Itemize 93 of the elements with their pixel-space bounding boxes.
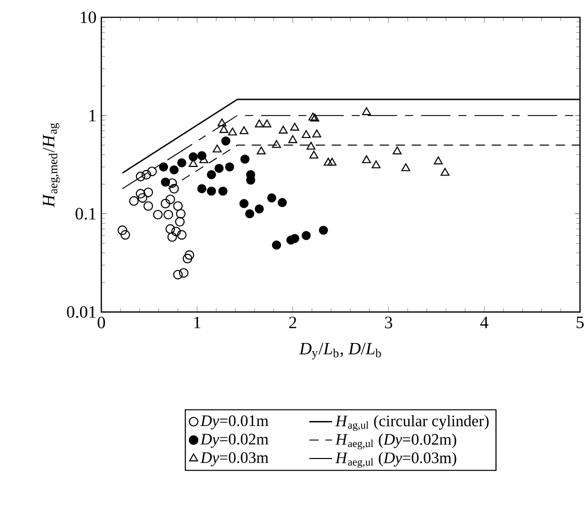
point — [153, 210, 163, 220]
point — [278, 198, 287, 208]
point — [239, 199, 249, 208]
point — [129, 196, 139, 206]
point — [312, 130, 322, 138]
point — [176, 230, 187, 240]
point — [225, 162, 234, 172]
point — [160, 178, 170, 187]
point — [288, 135, 298, 144]
point — [256, 146, 266, 154]
point — [218, 118, 226, 126]
point — [184, 250, 194, 260]
point — [177, 158, 186, 168]
point — [118, 225, 128, 236]
point — [188, 152, 198, 162]
point — [175, 216, 185, 227]
y-tick-label: 0.1 — [76, 208, 96, 220]
point — [167, 178, 177, 188]
point — [136, 172, 146, 182]
point — [170, 165, 179, 174]
point — [197, 184, 206, 194]
point — [165, 194, 176, 204]
point — [164, 210, 174, 220]
legend-label: Dy=0.03m — [200, 452, 268, 466]
point — [178, 268, 188, 278]
point — [165, 224, 176, 234]
point — [401, 163, 410, 172]
point — [159, 162, 168, 172]
point — [245, 209, 254, 218]
legend-label: Dy=0.02m — [200, 434, 268, 448]
point — [310, 114, 320, 122]
point — [267, 193, 276, 202]
point — [324, 158, 333, 166]
point — [147, 166, 157, 176]
point — [262, 119, 272, 128]
point — [308, 112, 318, 121]
point — [212, 144, 222, 152]
point — [362, 155, 371, 164]
point — [392, 146, 402, 154]
point — [176, 208, 186, 219]
point — [169, 184, 179, 194]
point — [120, 230, 130, 240]
point — [142, 170, 152, 180]
legend-label: H$_{aeg,ul}$ (Dy=0.03m) — [335, 452, 456, 468]
point — [434, 156, 443, 164]
x-tick-label: 1 — [194, 316, 200, 328]
x-tick-label: 0 — [98, 316, 106, 328]
x-tick-label: 4 — [480, 316, 488, 328]
point — [160, 198, 170, 208]
text: D$_{y}$/L$_{b}$, D/L$_{b}$ — [299, 342, 381, 360]
point — [206, 170, 216, 180]
y-tick-label: 1 — [89, 110, 96, 122]
point — [136, 188, 146, 199]
point — [290, 122, 300, 131]
point — [167, 232, 177, 242]
point — [240, 154, 250, 164]
point — [302, 130, 311, 138]
point — [290, 234, 300, 244]
point — [143, 188, 154, 198]
point — [221, 136, 230, 146]
y-tick-label: 0.01 — [66, 306, 96, 318]
x-tick-label: 5 — [576, 316, 584, 328]
legend-label: H$_{ag,ul}$ (circular cylinder) — [335, 415, 489, 431]
point — [309, 150, 318, 159]
x-tick-label: 2 — [289, 316, 296, 328]
point — [278, 126, 288, 134]
point — [173, 201, 183, 211]
point — [143, 201, 154, 211]
point — [171, 226, 181, 236]
point — [254, 119, 264, 128]
point — [440, 168, 450, 176]
point — [182, 254, 192, 264]
point — [228, 128, 237, 136]
point — [302, 231, 311, 240]
point — [219, 125, 228, 133]
point — [214, 164, 224, 173]
legend-label: Dy=0.01m — [200, 415, 268, 430]
point — [272, 240, 282, 250]
point — [138, 193, 148, 203]
point — [328, 158, 337, 166]
point — [218, 186, 228, 196]
point — [206, 186, 216, 196]
point — [372, 160, 381, 168]
point — [173, 270, 183, 280]
point — [240, 126, 248, 134]
point — [272, 140, 281, 148]
point — [362, 107, 371, 116]
x-tick-label: 3 — [385, 316, 392, 328]
point — [318, 226, 328, 235]
point — [254, 204, 264, 214]
point — [306, 142, 316, 150]
legend-label: H$_{aeg,ul}$ (Dy=0.02m) — [335, 434, 456, 450]
y-tick-label: 10 — [80, 11, 96, 24]
